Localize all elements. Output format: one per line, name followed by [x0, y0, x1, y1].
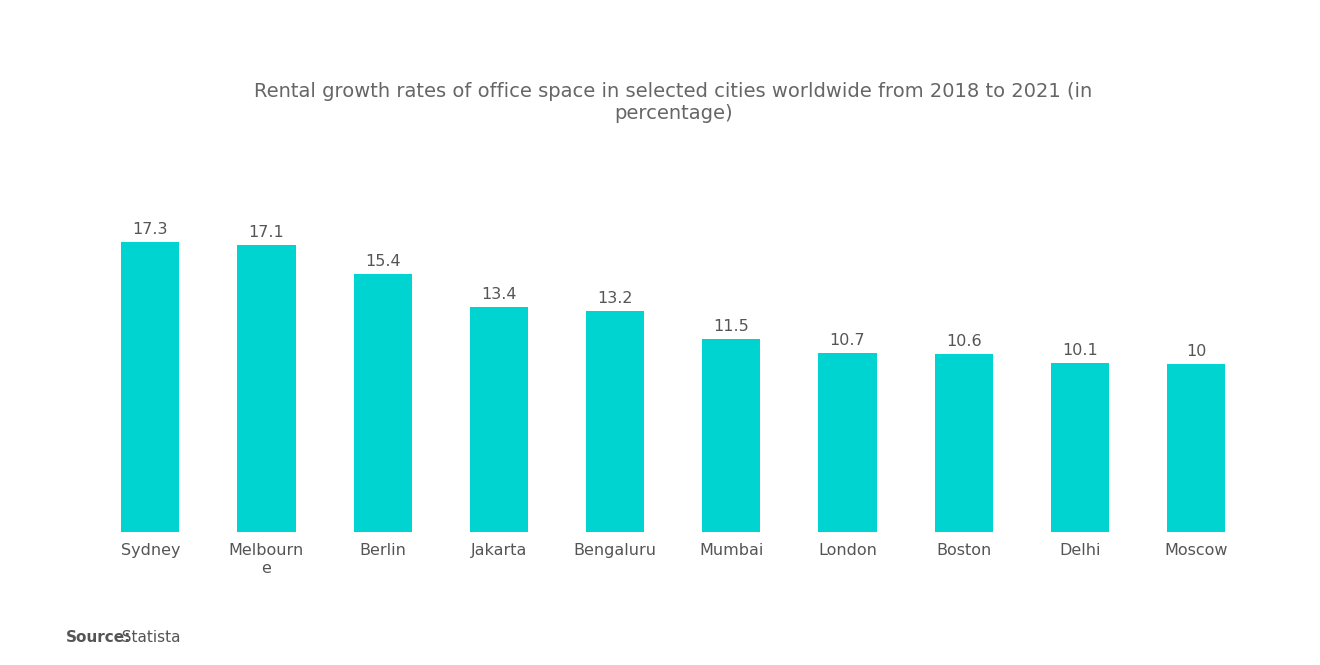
Bar — [1167, 364, 1225, 532]
Text: Source:: Source: — [66, 630, 132, 645]
Bar — [238, 245, 296, 532]
Text: 15.4: 15.4 — [364, 254, 400, 269]
Text: 17.1: 17.1 — [248, 225, 284, 240]
Text: 13.4: 13.4 — [480, 287, 516, 303]
Text: 17.3: 17.3 — [132, 222, 168, 237]
Bar — [935, 354, 993, 532]
Bar — [586, 311, 644, 532]
Text: 10.6: 10.6 — [946, 334, 982, 349]
Title: Rental growth rates of office space in selected cities worldwide from 2018 to 20: Rental growth rates of office space in s… — [253, 82, 1093, 122]
Text: 10: 10 — [1185, 344, 1206, 359]
Bar — [702, 339, 760, 532]
Bar — [121, 242, 180, 532]
Bar — [818, 352, 876, 532]
Text: 10.7: 10.7 — [830, 332, 866, 348]
Text: Statista: Statista — [112, 630, 181, 645]
Text: 10.1: 10.1 — [1063, 342, 1098, 358]
Bar — [1051, 362, 1109, 532]
Text: 11.5: 11.5 — [713, 319, 750, 334]
Text: 13.2: 13.2 — [598, 291, 632, 306]
Bar — [354, 274, 412, 532]
Bar — [470, 307, 528, 532]
